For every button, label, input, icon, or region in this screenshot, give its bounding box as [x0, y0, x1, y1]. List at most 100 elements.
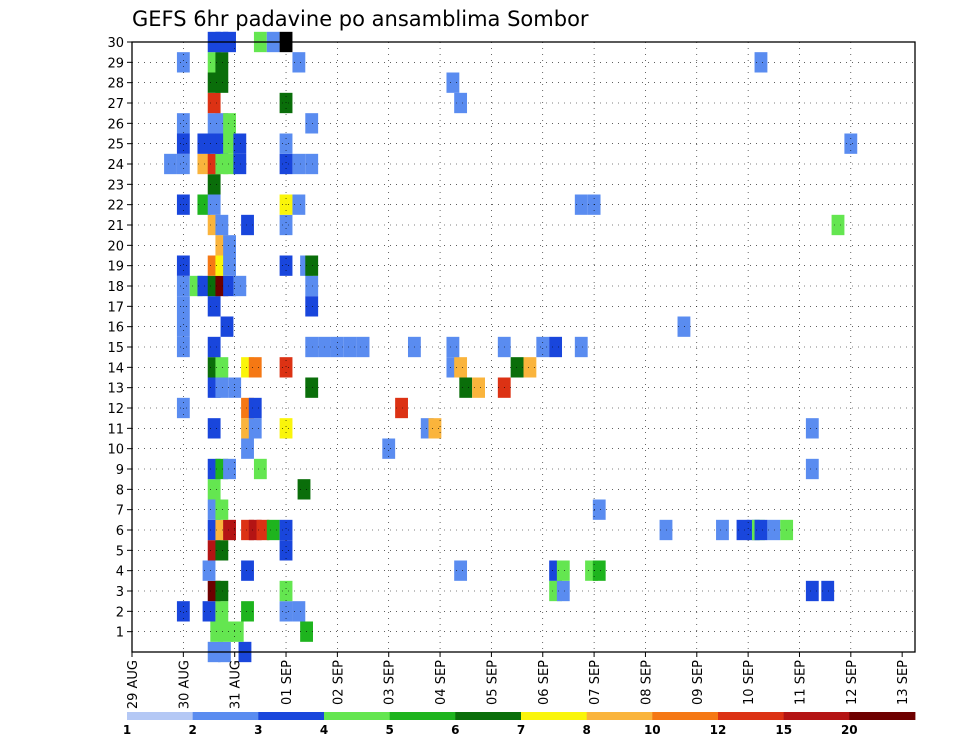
- legend-label: 10: [644, 723, 661, 737]
- legend-swatch: [389, 712, 456, 720]
- x-tick-label: 11 SEP: [794, 660, 809, 705]
- heatmap-cell: [279, 519, 293, 541]
- heatmap-cell: [230, 621, 244, 642]
- heatmap-cell: [330, 336, 344, 358]
- heatmap-cell: [459, 377, 473, 398]
- heatmap-cell: [241, 438, 254, 459]
- heatmap-cell: [382, 438, 396, 459]
- heatmap-cell: [279, 540, 293, 561]
- x-tick-label: 10 SEP: [742, 660, 757, 705]
- y-axis: 1234567891011121314151617181920212223242…: [107, 36, 132, 641]
- heatmap-cell: [241, 214, 254, 236]
- heatmap-cell: [176, 153, 190, 175]
- y-tick-label: 8: [116, 483, 124, 498]
- legend-swatch: [324, 712, 391, 720]
- heatmap-cell: [279, 255, 293, 276]
- heatmap-cell: [343, 336, 357, 358]
- heatmap-cell: [279, 133, 293, 154]
- legend-swatch: [258, 712, 325, 720]
- heatmap-cell: [207, 296, 221, 317]
- heatmap-cell: [428, 418, 442, 439]
- heatmap-cell: [279, 153, 293, 175]
- y-tick-label: 6: [116, 524, 124, 539]
- heatmap-cell: [754, 519, 768, 541]
- heatmap-cell: [292, 194, 306, 215]
- heatmap-cell: [207, 92, 221, 114]
- y-tick-label: 26: [107, 117, 124, 132]
- x-tick-label: 30 AUG: [177, 660, 192, 709]
- heatmap-cell: [176, 601, 190, 622]
- heatmap-cell: [472, 377, 485, 398]
- y-tick-label: 15: [107, 341, 124, 356]
- legend-swatch: [455, 712, 522, 720]
- heatmap-cell: [305, 296, 319, 317]
- heatmap-cell: [176, 316, 190, 337]
- heatmap-cell: [207, 336, 221, 358]
- heatmap-cell: [279, 580, 293, 602]
- heatmap-cell: [176, 133, 190, 154]
- y-tick-label: 14: [107, 361, 124, 376]
- heatmap-cell: [592, 499, 606, 520]
- heatmap-cell: [395, 397, 408, 419]
- heatmap-cell: [197, 194, 211, 215]
- color-legend: 1 2 3 4 5 6 7 8 10 12 15 20: [123, 712, 916, 737]
- heatmap-cell: [215, 377, 229, 398]
- heatmap-cell: [233, 153, 247, 175]
- heatmap-cell: [279, 214, 293, 236]
- heatmap-cell: [223, 235, 236, 256]
- y-tick-label: 22: [107, 199, 124, 214]
- legend-label: 20: [841, 723, 858, 737]
- x-tick-label: 05 SEP: [485, 660, 500, 705]
- heatmap-cell: [536, 336, 550, 358]
- heatmap-cell: [197, 153, 211, 175]
- heatmap-cell: [305, 255, 319, 276]
- heatmap-cell: [754, 52, 768, 73]
- heatmap-cell: [767, 519, 781, 541]
- y-tick-label: 28: [107, 77, 124, 92]
- heatmap-cell: [248, 418, 262, 439]
- heatmap-cell: [176, 275, 190, 297]
- legend-label: 2: [189, 723, 197, 737]
- y-tick-label: 27: [107, 97, 124, 112]
- heatmap-cell: [215, 601, 229, 622]
- y-tick-label: 12: [107, 402, 124, 417]
- y-tick-label: 20: [107, 239, 124, 254]
- heatmap-cell: [176, 52, 190, 73]
- heatmap-cell: [176, 113, 190, 134]
- legend-swatch: [652, 712, 719, 720]
- x-tick-label: 08 SEP: [639, 660, 654, 705]
- heatmap-cell: [215, 499, 229, 520]
- heatmap-cell: [215, 72, 229, 93]
- heatmap-cell: [446, 336, 460, 358]
- x-axis: 29 AUG 30 AUG 31 AUG 01 SEP 02 SEP 03 SEP 04 S…: [126, 652, 911, 709]
- heatmap-cell: [805, 418, 819, 439]
- heatmap-cell: [223, 133, 236, 154]
- legend-swatch: [586, 712, 653, 720]
- heatmap-cell: [279, 357, 293, 378]
- legend-label: 7: [517, 723, 525, 737]
- heatmap-cell: [215, 580, 229, 602]
- heatmap-cell: [266, 519, 280, 541]
- heatmap-cell: [454, 560, 468, 581]
- heatmap-cell: [202, 560, 216, 581]
- heatmap-cell: [356, 336, 370, 358]
- legend-label: 15: [775, 723, 792, 737]
- x-tick-label: 07 SEP: [588, 660, 603, 705]
- x-tick-label: 31 AUG: [229, 660, 244, 709]
- heatmap-cell: [220, 316, 234, 337]
- heatmap-cell: [523, 357, 537, 378]
- legend-label: 4: [320, 723, 328, 737]
- heatmap-cell: [549, 336, 563, 358]
- legend-swatch: [718, 712, 785, 720]
- legend-label: 8: [583, 723, 591, 737]
- heatmap-cell: [220, 621, 234, 642]
- y-tick-label: 13: [107, 382, 124, 397]
- y-tick-label: 11: [107, 422, 124, 437]
- heatmap-cell: [241, 560, 254, 581]
- heatmap-cell: [305, 377, 319, 398]
- heatmap-cell: [207, 418, 221, 439]
- heatmap-cell: [223, 519, 236, 541]
- heatmap-cell: [215, 357, 229, 378]
- y-tick-label: 9: [116, 463, 124, 478]
